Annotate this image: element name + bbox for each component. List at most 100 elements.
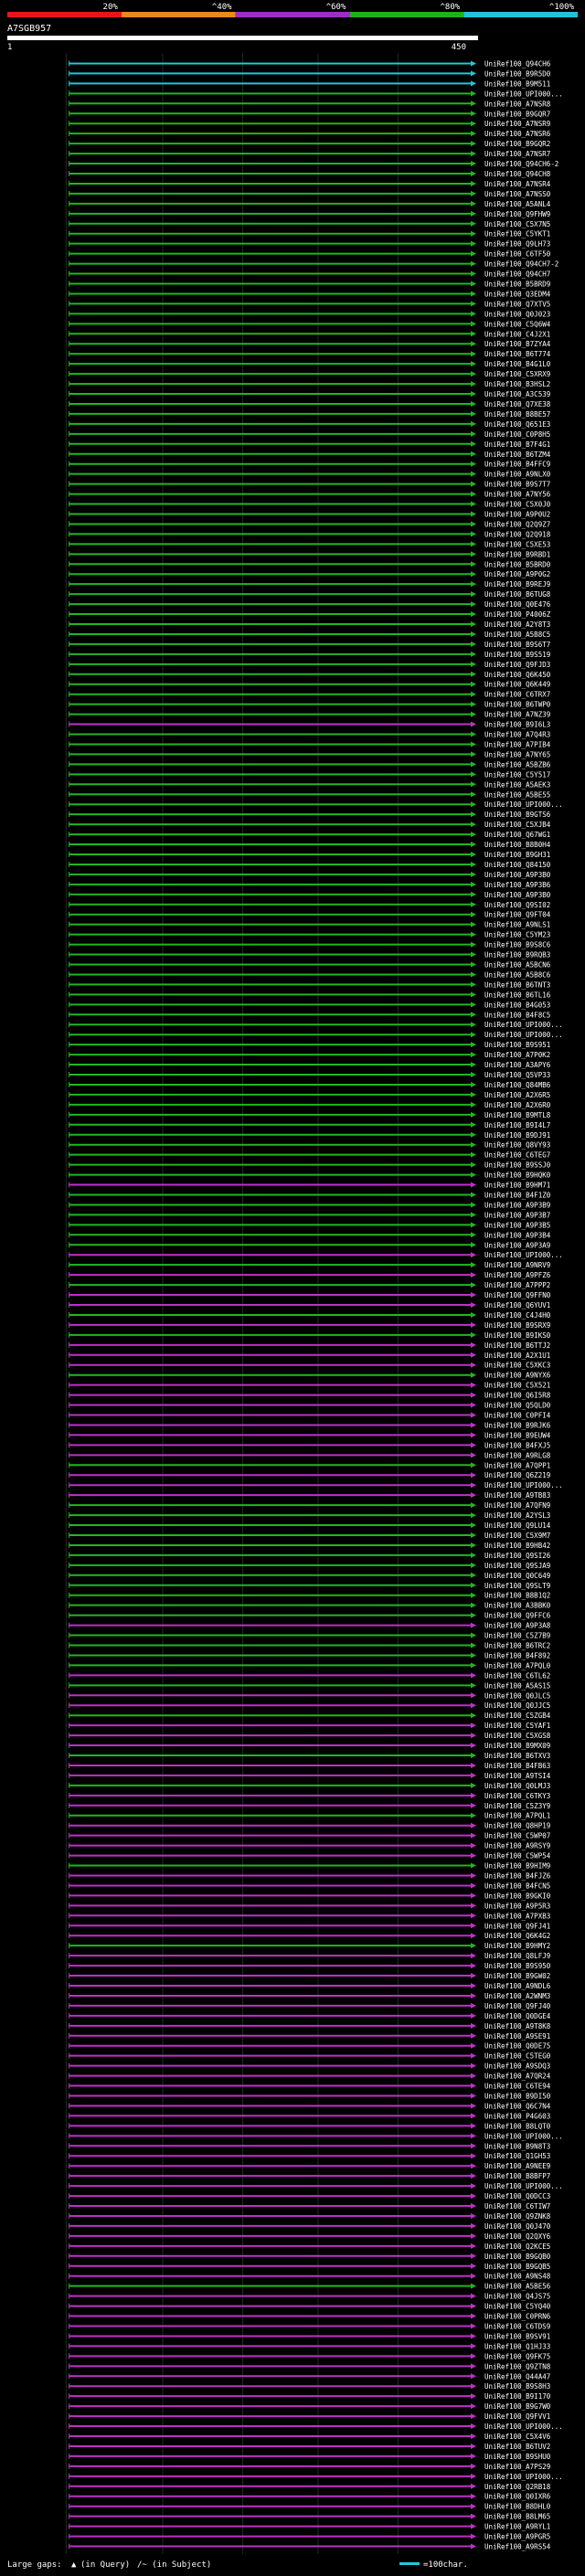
- hit-label[interactable]: UniRef100_B6TNT3: [484, 981, 550, 989]
- hit-label[interactable]: UniRef100_B9S519: [484, 651, 550, 659]
- hit-row[interactable]: UniRef100_A7PPP2: [69, 1281, 551, 1289]
- hit-row[interactable]: UniRef100_A5BE56: [69, 2283, 551, 2291]
- hit-row[interactable]: UniRef100_Q0J470: [69, 2222, 551, 2231]
- hit-row[interactable]: UniRef100_Q84MB6: [69, 1081, 551, 1089]
- hit-row[interactable]: UniRef100_Q5VP33: [69, 1071, 551, 1079]
- hit-row[interactable]: UniRef100_A7PQL1: [69, 1812, 551, 1820]
- hit-row[interactable]: UniRef100_Q0JLC5: [69, 1691, 551, 1700]
- hit-row[interactable]: UniRef100_A7QFN9: [69, 1501, 551, 1510]
- hit-label[interactable]: UniRef100_A9P3B4: [484, 1231, 551, 1239]
- hit-label[interactable]: UniRef100_B6TUV2: [484, 2443, 550, 2451]
- hit-row[interactable]: UniRef100_A7P0K2: [69, 1051, 551, 1059]
- hit-label[interactable]: UniRef100_C4J2X1: [484, 330, 550, 338]
- hit-label[interactable]: UniRef100_Q6Z219: [484, 1471, 550, 1479]
- hit-label[interactable]: UniRef100_A9P0G2: [484, 570, 550, 578]
- hit-row[interactable]: UniRef100_A7NSS0: [69, 190, 551, 198]
- hit-label[interactable]: UniRef100_B9RBD1: [484, 550, 550, 558]
- hit-row[interactable]: UniRef100_B6TUV2: [69, 2443, 551, 2451]
- hit-row[interactable]: UniRef100_A7QR24: [69, 2072, 551, 2081]
- hit-row[interactable]: UniRef100_A9T8K8: [69, 2022, 551, 2030]
- hit-row[interactable]: UniRef100_A5B8C5: [69, 631, 551, 639]
- hit-row[interactable]: UniRef100_B7F4G1: [69, 440, 551, 449]
- hit-label[interactable]: UniRef100_A9P3B6: [484, 881, 551, 889]
- hit-label[interactable]: UniRef100_B4G053: [484, 1001, 550, 1009]
- hit-label[interactable]: UniRef100_C5Q6W4: [484, 320, 551, 328]
- hit-row[interactable]: UniRef100_Q9FJ40: [69, 2002, 551, 2010]
- hit-row[interactable]: UniRef100_Q8VY93: [69, 1141, 551, 1150]
- hit-row[interactable]: UniRef100_B3HSL2: [69, 380, 551, 388]
- hit-row[interactable]: UniRef100_B9MX09: [69, 1742, 551, 1750]
- hit-label[interactable]: UniRef100_Q8HP19: [484, 1822, 550, 1830]
- hit-row[interactable]: UniRef100_A2YSL3: [69, 1511, 551, 1520]
- hit-row[interactable]: UniRef100_A9NLS1: [69, 921, 551, 929]
- hit-row[interactable]: UniRef100_B9G7W0: [69, 2402, 551, 2411]
- hit-row[interactable]: UniRef100_A7QPP1: [69, 1461, 551, 1469]
- hit-row[interactable]: UniRef100_A9P3B5: [69, 1221, 551, 1229]
- hit-row[interactable]: UniRef100_B9IKS0: [69, 1331, 551, 1340]
- hit-label[interactable]: UniRef100_B9GQR7: [484, 110, 550, 118]
- hit-label[interactable]: UniRef100_B9M511: [484, 80, 550, 88]
- hit-label[interactable]: UniRef100_A9NLX0: [484, 471, 551, 479]
- hit-label[interactable]: UniRef100_Q0C649: [484, 1572, 550, 1580]
- hit-label[interactable]: UniRef100_Q6K4G2: [484, 1932, 550, 1940]
- hit-row[interactable]: UniRef100_Q94CH6: [69, 59, 551, 68]
- hit-row[interactable]: UniRef100_C5TEG0: [69, 2052, 551, 2061]
- hit-label[interactable]: UniRef100_C6TIW7: [484, 2202, 550, 2210]
- hit-label[interactable]: UniRef100_Q9FFN0: [484, 1291, 551, 1299]
- hit-row[interactable]: UniRef100_B9GH31: [69, 851, 551, 859]
- hit-row[interactable]: UniRef100_P4G603: [69, 2112, 551, 2120]
- hit-row[interactable]: UniRef100_A9SDQ3: [69, 2062, 551, 2071]
- hit-label[interactable]: UniRef100_A5BE55: [484, 790, 550, 799]
- hit-label[interactable]: UniRef100_A9P3B7: [484, 1211, 550, 1219]
- hit-label[interactable]: UniRef100_B8LM65: [484, 2513, 550, 2521]
- hit-label[interactable]: UniRef100_C5X9M7: [484, 1532, 550, 1540]
- hit-label[interactable]: UniRef100_A7QFN9: [484, 1501, 550, 1510]
- hit-row[interactable]: UniRef100_B9S7T7: [69, 481, 551, 489]
- hit-label[interactable]: UniRef100_B9HQK0: [484, 1171, 551, 1180]
- hit-row[interactable]: UniRef100_A9P5R3: [69, 1902, 551, 1910]
- hit-label[interactable]: UniRef100_B9I4L7: [484, 1121, 550, 1129]
- hit-label[interactable]: UniRef100_A7NZ39: [484, 711, 550, 719]
- hit-label[interactable]: UniRef100_B6TRC2: [484, 1641, 550, 1649]
- hit-row[interactable]: UniRef100_B6TL16: [69, 991, 551, 999]
- hit-label[interactable]: UniRef100_C5XRX9: [484, 370, 550, 378]
- hit-label[interactable]: UniRef100_Q7XTV5: [484, 300, 550, 308]
- hit-label[interactable]: UniRef100_B9G7W0: [484, 2402, 551, 2411]
- hit-label[interactable]: UniRef100_A7NSR9: [484, 120, 550, 128]
- hit-label[interactable]: UniRef100_B8B1Q2: [484, 1592, 550, 1600]
- hit-row[interactable]: UniRef100_B6TNT3: [69, 981, 551, 989]
- hit-row[interactable]: UniRef100_C5WP07: [69, 1832, 551, 1840]
- hit-label[interactable]: UniRef100_Q6K450: [484, 671, 551, 679]
- hit-label[interactable]: UniRef100_P4G603: [484, 2112, 550, 2120]
- hit-label[interactable]: UniRef100_A7NY65: [484, 750, 550, 758]
- hit-label[interactable]: UniRef100_B9REJ9: [484, 580, 550, 588]
- hit-label[interactable]: UniRef100_C5Z7B9: [484, 1632, 550, 1640]
- hit-row[interactable]: UniRef100_B9HM71: [69, 1182, 551, 1190]
- hit-row[interactable]: UniRef100_Q9SJA9: [69, 1562, 551, 1570]
- hit-label[interactable]: UniRef100_B9GQR2: [484, 140, 550, 148]
- hit-label[interactable]: UniRef100_C5X7N5: [484, 220, 550, 228]
- hit-row[interactable]: UniRef100_A5AS15: [69, 1681, 551, 1690]
- hit-row[interactable]: UniRef100_B8LM65: [69, 2513, 551, 2521]
- hit-row[interactable]: UniRef100_A2Y8T3: [69, 620, 551, 629]
- hit-label[interactable]: UniRef100_Q9FFC6: [484, 1612, 551, 1620]
- hit-row[interactable]: UniRef100_A9NRV9: [69, 1261, 551, 1269]
- hit-label[interactable]: UniRef100_Q44A47: [484, 2372, 550, 2380]
- hit-row[interactable]: UniRef100_C5ZGB4: [69, 1712, 551, 1720]
- hit-label[interactable]: UniRef100_A5B8C6: [484, 970, 551, 979]
- hit-label[interactable]: UniRef100_C0PRN6: [484, 2313, 551, 2321]
- hit-row[interactable]: UniRef100_A7PQL0: [69, 1661, 551, 1670]
- hit-row[interactable]: UniRef100_Q651E3: [69, 420, 551, 429]
- hit-row[interactable]: UniRef100_C5YAF1: [69, 1722, 551, 1730]
- hit-row[interactable]: UniRef100_A9SE91: [69, 2032, 551, 2041]
- hit-label[interactable]: UniRef100_B9SSJ0: [484, 1161, 551, 1170]
- hit-row[interactable]: UniRef100_Q9LU14: [69, 1521, 551, 1530]
- hit-row[interactable]: UniRef100_A2WNM3: [69, 1992, 551, 2000]
- hit-label[interactable]: UniRef100_B9GQB0: [484, 2253, 551, 2261]
- hit-label[interactable]: UniRef100_C5YKT1: [484, 230, 550, 239]
- hit-label[interactable]: UniRef100_A9NLS1: [484, 921, 550, 929]
- hit-label[interactable]: UniRef100_B8BE57: [484, 410, 550, 419]
- hit-row[interactable]: UniRef100_C6TL62: [69, 1671, 551, 1680]
- hit-label[interactable]: UniRef100_A9P3B0: [484, 891, 551, 899]
- hit-row[interactable]: UniRef100_B9GQB5: [69, 2263, 551, 2271]
